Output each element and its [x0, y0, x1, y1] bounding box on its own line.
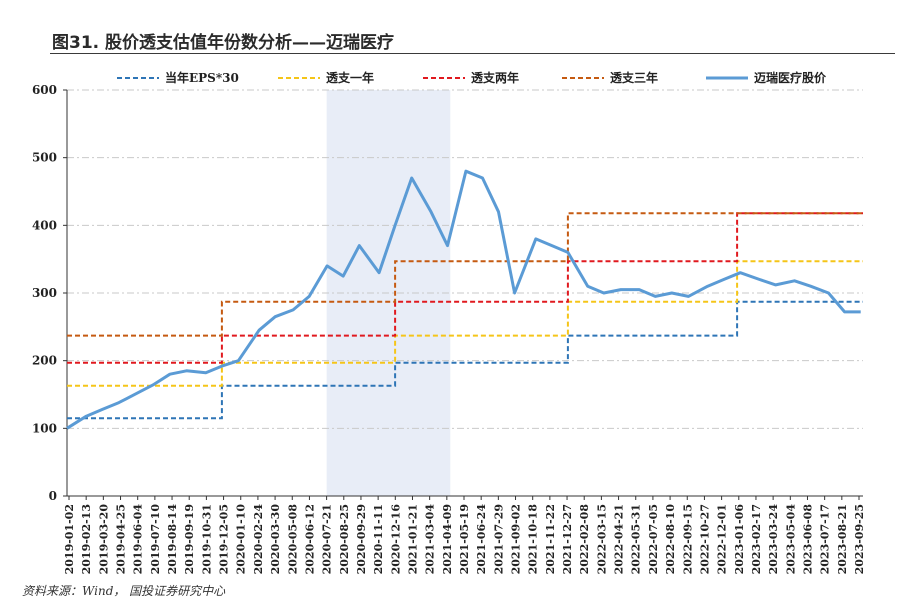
- x-tick-label: 2023-01-06: [733, 504, 746, 575]
- x-tick-label: 2019-02-13: [80, 504, 93, 574]
- eps-line: [67, 300, 863, 420]
- source-note: 资料来源：Wind， 国投证券研究中心: [22, 584, 226, 598]
- x-tick-label: 2019-01-02: [63, 504, 76, 574]
- x-tick-label: 2023-02-17: [750, 504, 763, 574]
- grid-lines: [67, 89, 863, 429]
- y-tick-label: 400: [32, 218, 57, 232]
- x-tick-label: 2022-10-27: [698, 504, 711, 574]
- x-tick-label: 2020-01-10: [235, 504, 248, 575]
- x-tick-label: 2020-07-21: [321, 504, 334, 574]
- legend-label: 当年EPS*30: [165, 70, 239, 85]
- x-tick-label: 2020-08-25: [338, 504, 351, 574]
- x-tick-label: 2019-07-10: [149, 504, 162, 575]
- x-tick-label: 2019-03-20: [97, 504, 110, 575]
- overdraft-3y-line: [67, 212, 863, 337]
- chart-title: 图31. 股价透支估值年份数分析——迈瑞医疗: [52, 33, 395, 53]
- x-tick-label: 2020-03-30: [269, 504, 282, 575]
- x-tick-label: 2023-06-08: [801, 504, 814, 575]
- x-tick-label: 2023-09-25: [853, 504, 866, 574]
- x-tick-label: 2020-09-29: [355, 504, 368, 574]
- x-tick-label: 2019-06-04: [132, 504, 145, 575]
- x-tick-label: 2020-12-16: [389, 504, 402, 575]
- x-tick-label: 2019-12-05: [218, 504, 231, 574]
- x-tick-label: 2022-07-05: [647, 504, 660, 574]
- x-tick-label: 2023-03-24: [767, 504, 780, 575]
- legend: 当年EPS*30 透支一年 透支两年 透支三年 迈瑞医疗股价: [117, 70, 827, 85]
- x-tick-label: 2019-09-19: [183, 504, 196, 574]
- overdraft-2y-line: [67, 212, 863, 364]
- x-tick-label: 2022-08-10: [664, 504, 677, 575]
- y-axis: 0 100 200 300 400 500 600: [32, 83, 68, 503]
- x-tick-label: 2021-09-02: [510, 504, 523, 574]
- y-tick-label: 0: [49, 489, 57, 503]
- x-tick-label: 2020-11-11: [372, 504, 385, 574]
- legend-label: 透支三年: [610, 70, 658, 85]
- x-tick-label: 2021-11-22: [544, 504, 557, 574]
- x-axis: 2019-01-02 2019-02-13 2019-03-20 2019-04-25…: [63, 495, 866, 575]
- legend-label: 透支一年: [326, 70, 374, 85]
- x-tick-label: 2022-05-31: [630, 504, 643, 574]
- x-tick-label: 2021-03-04: [424, 504, 437, 575]
- x-tick-label: 2022-12-01: [716, 504, 729, 574]
- x-tick-label: 2020-02-24: [252, 504, 265, 575]
- x-tick-label: 2019-08-14: [166, 504, 179, 575]
- x-tick-label: 2021-07-29: [492, 504, 505, 574]
- x-tick-label: 2021-05-19: [458, 504, 471, 574]
- x-tick-label: 2021-10-18: [527, 504, 540, 575]
- x-tick-label: 2020-05-08: [286, 504, 299, 575]
- x-tick-label: 2023-08-21: [836, 504, 849, 574]
- overdraft-1y-line: [67, 260, 863, 387]
- x-tick-label: 2021-04-09: [441, 504, 454, 574]
- x-tick-label: 2023-05-04: [784, 504, 797, 575]
- x-tick-label: 2021-12-27: [561, 504, 574, 574]
- y-tick-label: 300: [32, 286, 57, 300]
- x-tick-label: 2021-06-24: [475, 504, 488, 575]
- y-tick-label: 600: [32, 83, 57, 97]
- x-tick-label: 2023-07-17: [819, 504, 832, 574]
- title-rule: [50, 53, 895, 54]
- x-tick-label: 2022-02-08: [578, 504, 591, 575]
- price-line: [66, 169, 861, 430]
- y-tick-label: 100: [32, 421, 57, 435]
- y-tick-label: 500: [32, 151, 57, 165]
- x-tick-label: 2020-06-12: [303, 504, 316, 574]
- x-tick-label: 2019-04-25: [115, 504, 128, 574]
- x-tick-label: 2022-09-15: [681, 504, 694, 574]
- legend-label: 迈瑞医疗股价: [754, 70, 827, 85]
- y-tick-label: 200: [32, 354, 57, 368]
- x-tick-label: 2022-04-21: [613, 504, 626, 574]
- x-tick-label: 2022-03-15: [595, 504, 608, 574]
- series-group: [66, 169, 863, 430]
- legend-label: 透支两年: [471, 70, 519, 85]
- x-tick-label: 2021-01-21: [406, 504, 419, 574]
- x-tick-label: 2019-10-31: [200, 504, 213, 574]
